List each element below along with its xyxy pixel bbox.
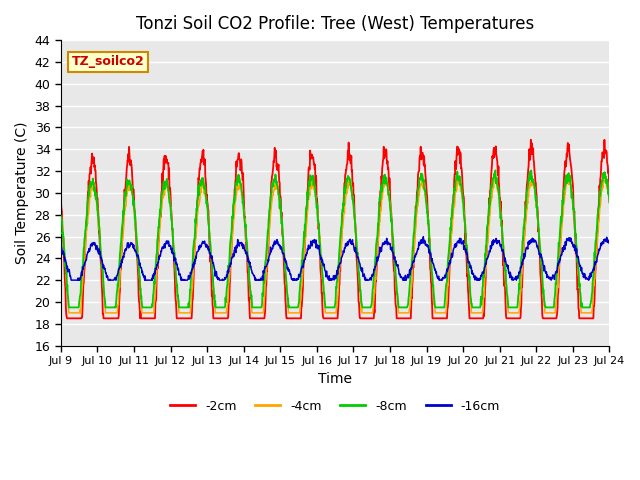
Text: TZ_soilco2: TZ_soilco2 (72, 55, 145, 68)
Legend: -2cm, -4cm, -8cm, -16cm: -2cm, -4cm, -8cm, -16cm (165, 395, 505, 418)
X-axis label: Time: Time (318, 372, 352, 385)
Y-axis label: Soil Temperature (C): Soil Temperature (C) (15, 121, 29, 264)
Title: Tonzi Soil CO2 Profile: Tree (West) Temperatures: Tonzi Soil CO2 Profile: Tree (West) Temp… (136, 15, 534, 33)
